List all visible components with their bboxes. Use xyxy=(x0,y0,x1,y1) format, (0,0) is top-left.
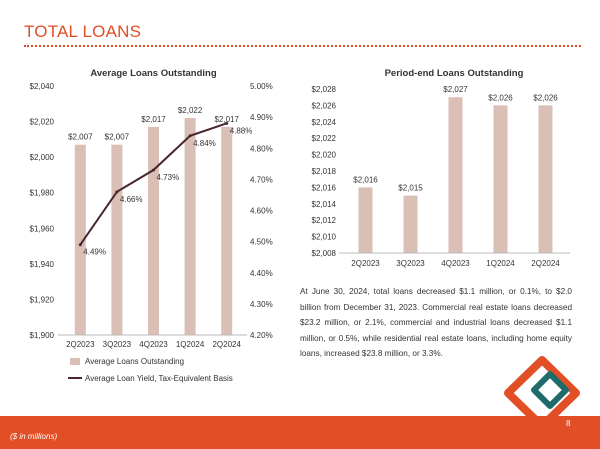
legend-bar-swatch xyxy=(70,358,80,365)
left-y-tick-label: $1,920 xyxy=(30,295,55,304)
avg-yield-label: 4.66% xyxy=(120,195,143,204)
left-y-tick-label: $2,000 xyxy=(30,153,55,162)
avg-loans-bar xyxy=(148,126,159,336)
legend-line-label: Average Loan Yield, Tax-Equivalent Basis xyxy=(85,374,233,383)
left-y2-tick-label: 4.60% xyxy=(250,207,273,216)
right-x-tick-label: 4Q2023 xyxy=(441,259,470,268)
legend-bar-label: Average Loans Outstanding xyxy=(85,357,184,366)
avg-loans-bar-label: $2,007 xyxy=(105,133,130,142)
left-chart-title: Average Loans Outstanding xyxy=(90,68,217,79)
avg-yield-point xyxy=(225,121,229,125)
avg-loans-bar-label: $2,017 xyxy=(141,115,166,124)
avg-yield-label: 4.84% xyxy=(193,139,216,148)
left-y-tick-label: $1,940 xyxy=(30,260,55,269)
avg-yield-label: 4.88% xyxy=(230,126,253,135)
left-y2-tick-label: 4.40% xyxy=(250,269,273,278)
avg-yield-label: 4.49% xyxy=(83,248,106,257)
period-end-bar-label: $2,027 xyxy=(443,85,468,94)
right-y-tick-label: $2,020 xyxy=(312,151,337,160)
period-end-bar-label: $2,026 xyxy=(533,93,558,102)
right-y-tick-label: $2,008 xyxy=(312,249,337,258)
left-x-tick-label: 3Q2023 xyxy=(103,340,132,349)
avg-yield-label: 4.73% xyxy=(157,173,180,182)
right-y-tick-label: $2,028 xyxy=(312,85,337,94)
title-divider xyxy=(24,45,581,47)
left-y2-tick-label: 4.30% xyxy=(250,300,273,309)
left-y2-tick-label: 4.20% xyxy=(250,331,273,340)
avg-loans-bar-label: $2,017 xyxy=(214,115,239,124)
left-y2-tick-label: 4.80% xyxy=(250,144,273,153)
right-x-tick-label: 1Q2024 xyxy=(486,259,515,268)
period-end-bar-label: $2,016 xyxy=(353,175,378,184)
right-y-tick-label: $2,012 xyxy=(312,216,337,225)
avg-loans-bar xyxy=(111,144,123,335)
period-end-bar-label: $2,015 xyxy=(398,184,423,193)
period-end-bar xyxy=(358,187,373,253)
avg-yield-point xyxy=(152,168,155,172)
right-x-tick-label: 2Q2024 xyxy=(531,259,560,268)
period-end-bar xyxy=(448,97,463,253)
period-end-bar xyxy=(493,105,508,254)
right-x-tick-label: 2Q2023 xyxy=(351,259,380,268)
left-x-tick-label: 4Q2023 xyxy=(139,340,168,349)
footer-bar xyxy=(0,416,600,449)
right-chart-title: Period-end Loans Outstanding xyxy=(385,68,524,79)
page-number: 8 xyxy=(566,419,571,428)
right-y-tick-label: $2,026 xyxy=(312,101,337,110)
average-loans-chart: Average Loans Outstanding $1,900 $1,920 $1,… xyxy=(30,68,273,383)
left-y-tick-label: $1,960 xyxy=(30,224,55,233)
avg-loans-bar xyxy=(221,126,233,336)
right-y-tick-label: $2,024 xyxy=(312,118,337,127)
right-y-tick-label: $2,022 xyxy=(312,134,337,143)
left-y-tick-label: $2,040 xyxy=(30,82,55,91)
left-x-tick-label: 2Q2023 xyxy=(66,340,95,349)
units-footnote: ($ in millions) xyxy=(10,432,58,441)
avg-loans-bar-label: $2,007 xyxy=(68,133,93,142)
avg-yield-point xyxy=(78,243,82,247)
avg-yield-point xyxy=(188,134,192,138)
right-y-tick-label: $2,014 xyxy=(312,200,337,209)
period-end-loans-chart: Period-end Loans Outstanding $2,008 $2,010… xyxy=(312,68,570,268)
avg-loans-bar-label: $2,022 xyxy=(178,106,203,115)
left-y2-tick-label: 4.70% xyxy=(250,175,273,184)
period-end-bar-label: $2,026 xyxy=(488,93,513,102)
right-y-tick-label: $2,016 xyxy=(312,183,337,192)
loan-summary-text: At June 30, 2024, total loans decreased … xyxy=(300,287,572,359)
left-x-tick-label: 2Q2024 xyxy=(212,340,241,349)
left-x-tick-label: 1Q2024 xyxy=(176,340,205,349)
right-y-tick-label: $2,018 xyxy=(312,167,337,176)
left-y2-tick-label: 4.50% xyxy=(250,238,273,247)
left-y-tick-label: $2,020 xyxy=(30,118,55,127)
avg-loans-bar xyxy=(184,118,196,335)
right-y-tick-label: $2,010 xyxy=(312,233,337,242)
page-title: TOTAL LOANS xyxy=(24,22,142,41)
avg-yield-point xyxy=(115,190,119,194)
period-end-bar xyxy=(403,195,418,253)
left-y2-tick-label: 5.00% xyxy=(250,82,273,91)
right-x-tick-label: 3Q2023 xyxy=(396,259,425,268)
avg-loans-bar xyxy=(74,144,86,335)
left-y2-tick-label: 4.90% xyxy=(250,113,273,122)
period-end-bar xyxy=(538,105,553,254)
left-y-tick-label: $1,980 xyxy=(30,189,55,198)
left-y-tick-label: $1,900 xyxy=(30,331,55,340)
